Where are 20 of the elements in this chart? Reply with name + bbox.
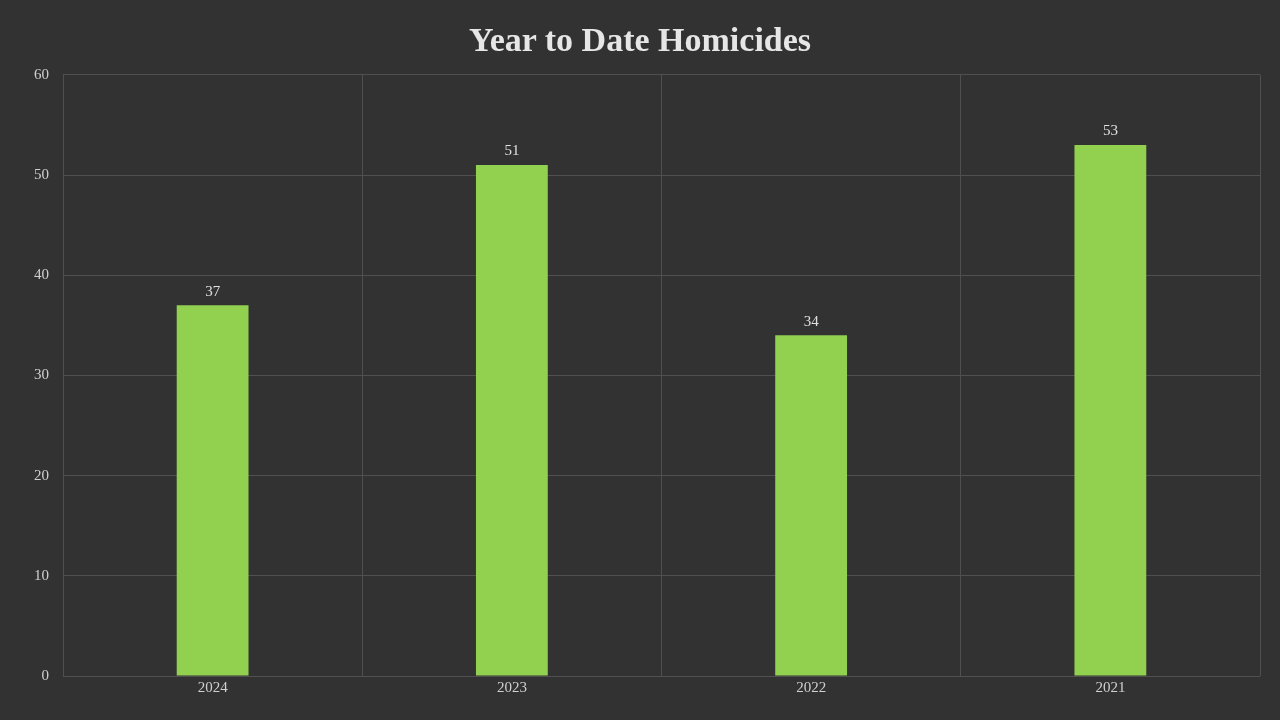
bar — [475, 164, 548, 676]
bar — [1074, 144, 1147, 676]
x-tick-label: 2021 — [1095, 678, 1126, 695]
bar — [176, 305, 249, 676]
y-tick-label: 20 — [34, 466, 49, 483]
y-tick-label: 40 — [34, 266, 49, 283]
y-tick-label: 30 — [34, 366, 49, 383]
x-tick-label: 2022 — [796, 678, 827, 695]
chart-title: Year to Date Homicides — [468, 21, 812, 59]
y-tick-label: 10 — [34, 566, 49, 583]
x-tick-label: 2023 — [496, 678, 527, 695]
data-label: 53 — [1102, 122, 1118, 139]
y-tick-label: 0 — [41, 666, 49, 683]
bar — [775, 335, 848, 676]
data-label: 34 — [803, 312, 820, 329]
y-tick-label: 50 — [34, 165, 49, 182]
x-tick-label: 2024 — [197, 678, 229, 695]
y-tick-label: 60 — [34, 65, 49, 82]
data-label: 51 — [504, 142, 520, 159]
data-label: 37 — [205, 282, 221, 299]
